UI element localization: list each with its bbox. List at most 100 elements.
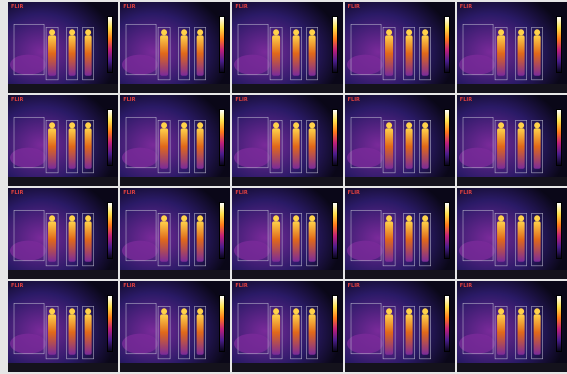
- person-body: [180, 35, 188, 76]
- detection-box: [382, 213, 395, 267]
- detection-box: [402, 213, 415, 267]
- person-head: [497, 122, 504, 129]
- status-bar: [456, 363, 567, 372]
- region-box: [462, 209, 494, 262]
- person-head: [497, 308, 504, 315]
- person-body: [421, 35, 429, 76]
- detection-box: [178, 27, 191, 81]
- person-body: [405, 35, 413, 76]
- warm-object: [234, 240, 271, 261]
- detection-box: [494, 213, 508, 267]
- warm-object: [458, 333, 495, 354]
- region-box: [238, 23, 269, 76]
- person-body: [517, 221, 525, 262]
- person-body: [293, 35, 301, 76]
- region-box: [238, 116, 269, 169]
- person-body: [496, 35, 505, 76]
- thermal-frame: FLIR: [456, 188, 567, 279]
- temperature-scale-bar: [107, 295, 114, 352]
- detection-box: [66, 27, 78, 81]
- region-box: [13, 209, 45, 262]
- person-body: [160, 35, 169, 76]
- detection-box: [82, 306, 94, 360]
- thermal-frame: FLIR: [344, 281, 455, 372]
- camera-logo: FLIR: [235, 4, 248, 10]
- detection-box: [194, 213, 207, 267]
- thermal-frame: FLIR: [456, 95, 567, 186]
- region-box: [350, 23, 381, 76]
- heat-background: [120, 281, 231, 372]
- temperature-scale-bar: [107, 16, 114, 73]
- region-box: [350, 302, 381, 355]
- thermal-scene: [8, 188, 119, 279]
- person-body: [496, 314, 505, 355]
- person-body: [272, 35, 281, 76]
- status-bar: [8, 363, 119, 372]
- detection-box: [290, 213, 303, 267]
- detection-box: [82, 27, 94, 81]
- thermal-scene: [120, 95, 231, 186]
- temperature-scale-bar: [555, 16, 562, 73]
- temperature-scale-bar: [331, 16, 338, 73]
- person-head: [69, 122, 76, 129]
- person-body: [84, 128, 92, 169]
- region-box: [125, 302, 157, 355]
- person-head: [181, 215, 188, 222]
- warm-object: [346, 147, 383, 168]
- person-body: [533, 128, 541, 169]
- person-body: [421, 128, 429, 169]
- person-body: [68, 314, 76, 355]
- detection-box: [306, 306, 319, 360]
- region-box: [462, 116, 494, 169]
- person-body: [517, 35, 525, 76]
- person-head: [421, 122, 428, 129]
- detection-box: [531, 27, 543, 81]
- person-head: [197, 122, 204, 129]
- detection-box: [178, 120, 191, 174]
- detection-box: [494, 27, 508, 81]
- person-body: [517, 128, 525, 169]
- person-head: [69, 215, 76, 222]
- person-head: [309, 215, 316, 222]
- person-body: [533, 314, 541, 355]
- status-bar: [8, 177, 119, 186]
- thermal-frame: FLIR: [344, 188, 455, 279]
- thermal-frame: FLIR: [232, 2, 343, 93]
- camera-logo: FLIR: [235, 283, 248, 289]
- status-bar: [456, 177, 567, 186]
- detection-box: [382, 27, 395, 81]
- heat-background: [8, 188, 119, 279]
- person-head: [309, 122, 316, 129]
- person-head: [273, 122, 280, 129]
- person-head: [405, 308, 412, 315]
- person-body: [384, 128, 393, 169]
- person-head: [533, 29, 540, 36]
- person-head: [181, 29, 188, 36]
- person-body: [517, 314, 525, 355]
- person-head: [161, 122, 168, 129]
- heat-background: [456, 281, 567, 372]
- warm-object: [458, 240, 495, 261]
- temperature-scale-bar: [443, 16, 450, 73]
- detection-box: [270, 213, 283, 267]
- person-body: [160, 221, 169, 262]
- thermal-scene: [8, 281, 119, 372]
- warm-object: [122, 333, 159, 354]
- region-box: [13, 23, 45, 76]
- person-body: [84, 221, 92, 262]
- person-body: [405, 314, 413, 355]
- heat-background: [456, 188, 567, 279]
- detection-box: [418, 213, 431, 267]
- thermal-scene: [8, 2, 119, 93]
- person-body: [272, 128, 281, 169]
- person-head: [85, 122, 92, 129]
- heat-background: [120, 188, 231, 279]
- thermal-frame: FLIR: [344, 95, 455, 186]
- warm-object: [458, 147, 495, 168]
- status-bar: [232, 84, 343, 93]
- camera-logo: FLIR: [123, 97, 136, 103]
- person-body: [309, 128, 317, 169]
- camera-logo: FLIR: [347, 190, 360, 196]
- person-head: [421, 308, 428, 315]
- person-head: [161, 29, 168, 36]
